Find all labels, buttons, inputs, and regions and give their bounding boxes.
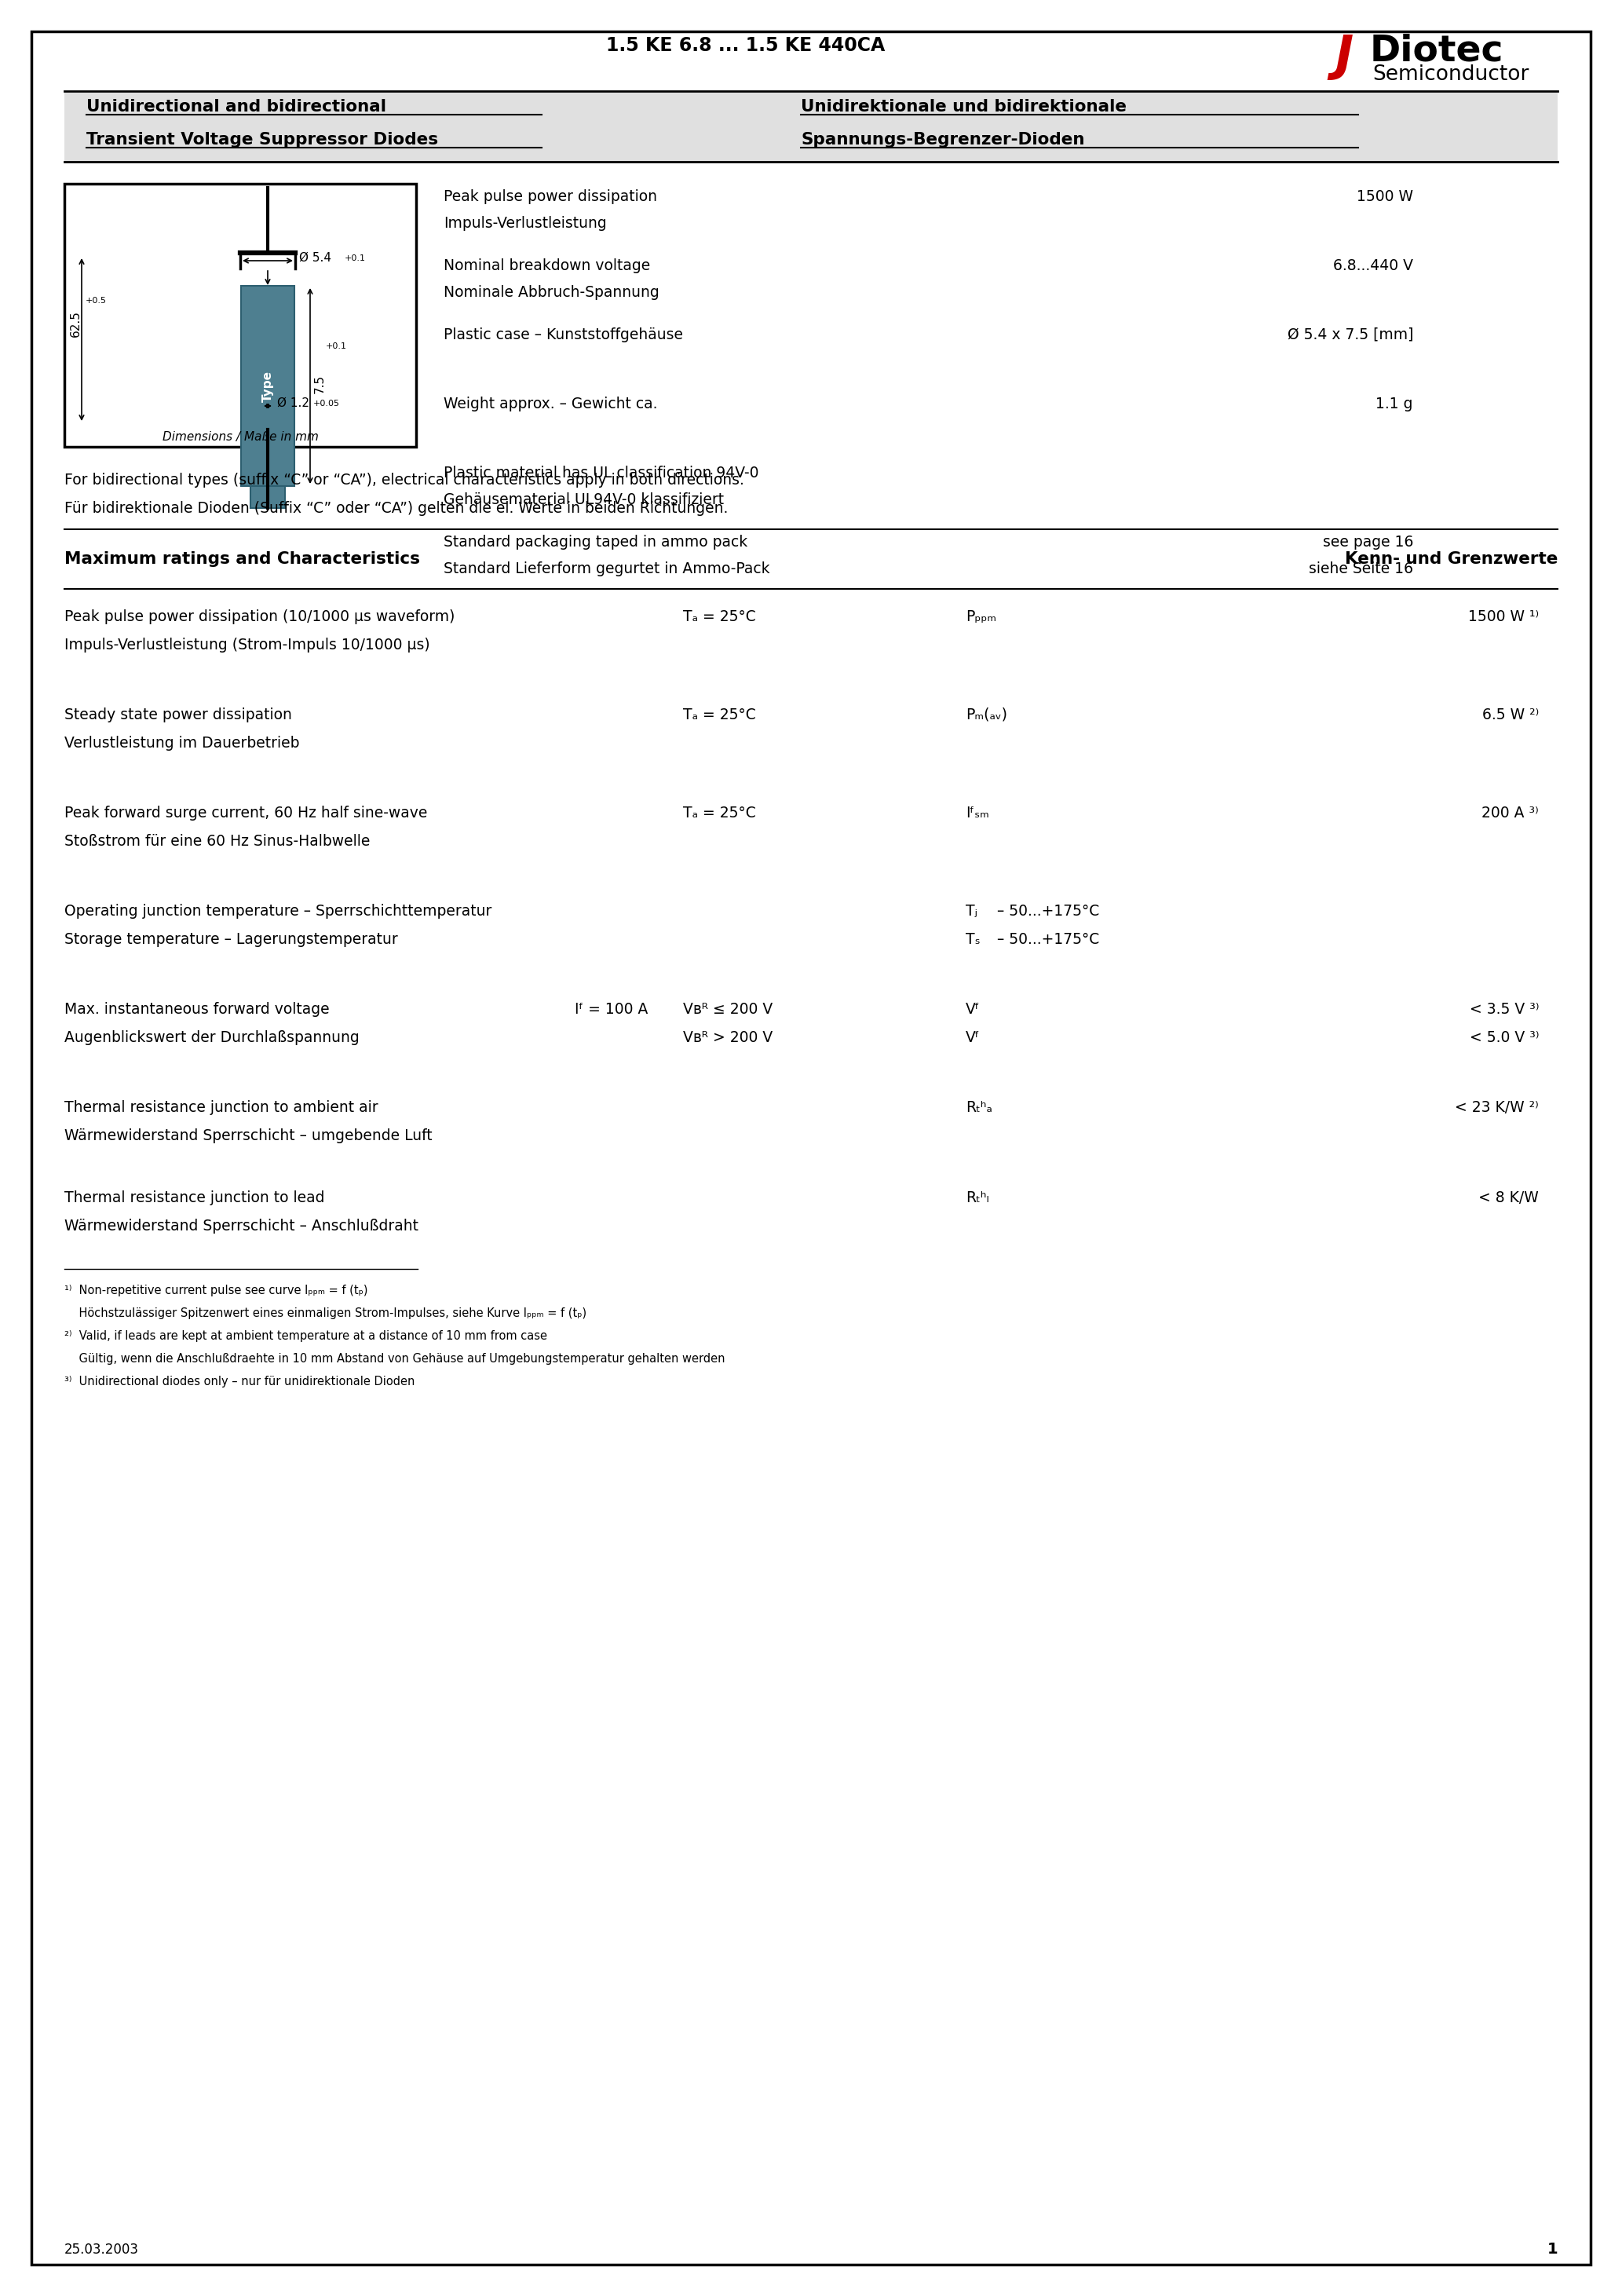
Text: Pₚₚₘ: Pₚₚₘ (965, 608, 996, 625)
Text: Transient Voltage Suppressor Diodes: Transient Voltage Suppressor Diodes (86, 131, 438, 147)
Text: Vᶠ: Vᶠ (965, 1031, 980, 1045)
Text: Steady state power dissipation: Steady state power dissipation (65, 707, 292, 723)
Text: Peak pulse power dissipation: Peak pulse power dissipation (443, 188, 657, 204)
Text: see page 16: see page 16 (1322, 535, 1413, 549)
Text: 1: 1 (1547, 2241, 1557, 2257)
Text: Thermal resistance junction to lead: Thermal resistance junction to lead (65, 1189, 324, 1205)
Text: siehe Seite 16: siehe Seite 16 (1309, 563, 1413, 576)
Text: +0.1: +0.1 (344, 255, 367, 262)
Text: 7.5: 7.5 (315, 374, 326, 393)
Text: 25.03.2003: 25.03.2003 (65, 2243, 139, 2257)
Text: 6.5 W ²⁾: 6.5 W ²⁾ (1483, 707, 1539, 723)
Text: Unidirectional and bidirectional: Unidirectional and bidirectional (86, 99, 386, 115)
Text: Vʙᴿ > 200 V: Vʙᴿ > 200 V (683, 1031, 772, 1045)
Text: Kenn- und Grenzwerte: Kenn- und Grenzwerte (1345, 551, 1557, 567)
Text: For bidirectional types (suffix “C” or “CA”), electrical characteristics apply i: For bidirectional types (suffix “C” or “… (65, 473, 744, 487)
Text: 1.1 g: 1.1 g (1375, 397, 1413, 411)
Text: Impuls-Verlustleistung: Impuls-Verlustleistung (443, 216, 607, 232)
Text: Gehäusematerial UL94V-0 klassifiziert: Gehäusematerial UL94V-0 klassifiziert (443, 491, 723, 507)
Text: Vʙᴿ ≤ 200 V: Vʙᴿ ≤ 200 V (683, 1001, 772, 1017)
Text: Tₐ = 25°C: Tₐ = 25°C (683, 608, 756, 625)
Text: Plastic material has UL classification 94V-0: Plastic material has UL classification 9… (443, 466, 759, 480)
Text: Standard Lieferform gegurtet in Ammo-Pack: Standard Lieferform gegurtet in Ammo-Pac… (443, 563, 770, 576)
Text: Wärmewiderstand Sperrschicht – Anschlußdraht: Wärmewiderstand Sperrschicht – Anschlußd… (65, 1219, 418, 1233)
Text: < 5.0 V ³⁾: < 5.0 V ³⁾ (1470, 1031, 1539, 1045)
Text: – 50...+175°C: – 50...+175°C (998, 905, 1100, 918)
Text: Spannungs-Begrenzer-Dioden: Spannungs-Begrenzer-Dioden (801, 131, 1085, 147)
Text: +0.1: +0.1 (326, 342, 347, 351)
Text: Nominale Abbruch-Spannung: Nominale Abbruch-Spannung (443, 285, 659, 301)
Text: Peak forward surge current, 60 Hz half sine-wave: Peak forward surge current, 60 Hz half s… (65, 806, 427, 820)
Text: Standard packaging taped in ammo pack: Standard packaging taped in ammo pack (443, 535, 748, 549)
Text: ²⁾  Valid, if leads are kept at ambient temperature at a distance of 10 mm from : ²⁾ Valid, if leads are kept at ambient t… (65, 1329, 547, 1341)
Text: Ø 5.4 x 7.5 [mm]: Ø 5.4 x 7.5 [mm] (1288, 328, 1413, 342)
Text: Impuls-Verlustleistung (Strom-Impuls 10/1000 μs): Impuls-Verlustleistung (Strom-Impuls 10/… (65, 638, 430, 652)
Text: < 3.5 V ³⁾: < 3.5 V ³⁾ (1470, 1001, 1539, 1017)
Text: Wärmewiderstand Sperrschicht – umgebende Luft: Wärmewiderstand Sperrschicht – umgebende… (65, 1127, 433, 1143)
Text: Max. instantaneous forward voltage: Max. instantaneous forward voltage (65, 1001, 329, 1017)
Text: Plastic case – Kunststoffgehäuse: Plastic case – Kunststoffgehäuse (443, 328, 683, 342)
Text: 6.8...440 V: 6.8...440 V (1333, 259, 1413, 273)
Bar (242, 285, 295, 487)
Bar (65, 184, 417, 448)
Text: Iᶠₛₘ: Iᶠₛₘ (965, 806, 989, 820)
Text: Tₐ = 25°C: Tₐ = 25°C (683, 707, 756, 723)
Text: Ø 5.4: Ø 5.4 (298, 253, 331, 264)
Text: Operating junction temperature – Sperrschichttemperatur: Operating junction temperature – Sperrsc… (65, 905, 491, 918)
Text: 1500 W ¹⁾: 1500 W ¹⁾ (1468, 608, 1539, 625)
Text: Thermal resistance junction to ambient air: Thermal resistance junction to ambient a… (65, 1100, 378, 1116)
Text: Pₘ(ₐᵥ): Pₘ(ₐᵥ) (965, 707, 1007, 723)
Text: Peak pulse power dissipation (10/1000 μs waveform): Peak pulse power dissipation (10/1000 μs… (65, 608, 454, 625)
Text: +0.05: +0.05 (313, 400, 341, 406)
Bar (65, 92, 1557, 161)
Text: Tⱼ: Tⱼ (965, 905, 978, 918)
Text: Für bidirektionale Dioden (Suffix “C” oder “CA”) gelten die el. Werte in beiden : Für bidirektionale Dioden (Suffix “C” od… (65, 501, 728, 517)
Text: Höchstzulässiger Spitzenwert eines einmaligen Strom-Impulses, siehe Kurve Iₚₚₘ =: Höchstzulässiger Spitzenwert eines einma… (65, 1306, 587, 1320)
Text: 1500 W: 1500 W (1356, 188, 1413, 204)
Text: Augenblickswert der Durchlaßspannung: Augenblickswert der Durchlaßspannung (65, 1031, 360, 1045)
Text: Dimensions / Maße in mm: Dimensions / Maße in mm (162, 432, 318, 443)
Text: Weight approx. – Gewicht ca.: Weight approx. – Gewicht ca. (443, 397, 657, 411)
Text: Diotec: Diotec (1371, 32, 1504, 69)
Text: Unidirektionale und bidirektionale: Unidirektionale und bidirektionale (801, 99, 1127, 115)
Text: Vᶠ: Vᶠ (965, 1001, 980, 1017)
Text: Semiconductor: Semiconductor (1372, 64, 1530, 85)
Text: Maximum ratings and Characteristics: Maximum ratings and Characteristics (65, 551, 420, 567)
Text: 200 A ³⁾: 200 A ³⁾ (1481, 806, 1539, 820)
Text: Gültig, wenn die Anschlußdraehte in 10 mm Abstand von Gehäuse auf Umgebungstempe: Gültig, wenn die Anschlußdraehte in 10 m… (65, 1352, 725, 1364)
Text: +0.5: +0.5 (86, 296, 107, 305)
Text: Tₛ: Tₛ (965, 932, 980, 946)
Text: Rₜʰₗ: Rₜʰₗ (965, 1189, 989, 1205)
Text: Verlustleistung im Dauerbetrieb: Verlustleistung im Dauerbetrieb (65, 735, 300, 751)
Text: Stoßstrom für eine 60 Hz Sinus-Halbwelle: Stoßstrom für eine 60 Hz Sinus-Halbwelle (65, 833, 370, 850)
Text: ³⁾  Unidirectional diodes only – nur für unidirektionale Dioden: ³⁾ Unidirectional diodes only – nur für … (65, 1375, 415, 1387)
Bar (250, 487, 285, 507)
Text: 1.5 KE 6.8 ... 1.5 KE 440CA: 1.5 KE 6.8 ... 1.5 KE 440CA (607, 37, 886, 55)
Text: Storage temperature – Lagerungstemperatur: Storage temperature – Lagerungstemperatu… (65, 932, 397, 946)
Text: – 50...+175°C: – 50...+175°C (998, 932, 1100, 946)
Text: ¹⁾  Non-repetitive current pulse see curve Iₚₚₘ = f (tₚ): ¹⁾ Non-repetitive current pulse see curv… (65, 1286, 368, 1297)
Text: J: J (1335, 32, 1353, 80)
Text: Tₐ = 25°C: Tₐ = 25°C (683, 806, 756, 820)
Text: Nominal breakdown voltage: Nominal breakdown voltage (443, 259, 650, 273)
Text: 62.5: 62.5 (70, 310, 81, 338)
Text: Rₜʰₐ: Rₜʰₐ (965, 1100, 993, 1116)
Text: Ø 1.2: Ø 1.2 (277, 397, 310, 409)
Text: < 8 K/W: < 8 K/W (1479, 1189, 1539, 1205)
Text: < 23 K/W ²⁾: < 23 K/W ²⁾ (1455, 1100, 1539, 1116)
Text: Type: Type (261, 370, 274, 402)
Text: Iᶠ = 100 A: Iᶠ = 100 A (574, 1001, 649, 1017)
